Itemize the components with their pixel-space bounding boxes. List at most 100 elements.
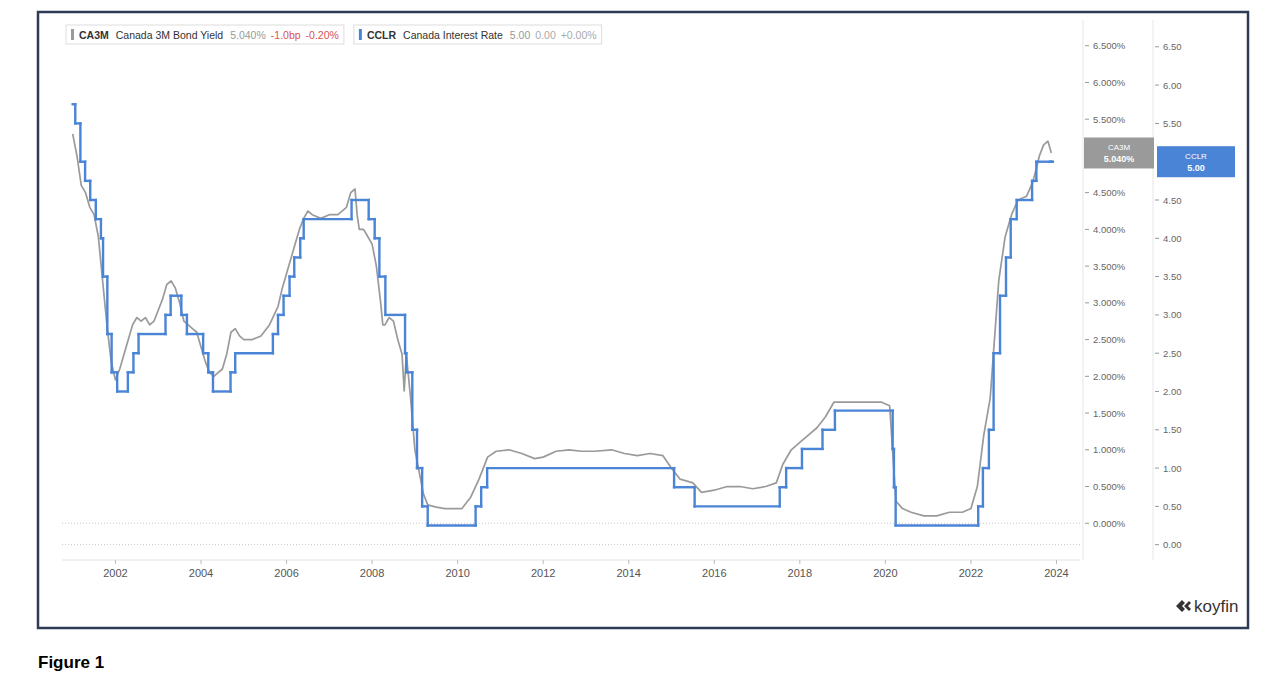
caption: Figure 1 <box>38 653 104 672</box>
step-riser <box>411 372 413 429</box>
y2-tick-label: 2.50 <box>1163 348 1182 359</box>
step-riser <box>982 468 984 506</box>
legend-swatch <box>359 29 362 40</box>
grid-line <box>62 544 1080 545</box>
step-riser <box>350 200 352 219</box>
x-tick-label: 2020 <box>873 567 897 579</box>
y-tick <box>1085 45 1089 46</box>
step-riser <box>1010 219 1012 257</box>
step-riser <box>180 296 182 315</box>
step-riser <box>893 449 895 487</box>
y-tick-label: 0.500% <box>1093 481 1126 492</box>
y-tick-label: 0.000% <box>1093 518 1126 529</box>
y-tick-label: 4.500% <box>1093 187 1126 198</box>
step-riser <box>164 315 166 334</box>
step-segment <box>117 390 128 392</box>
step-segment <box>1017 199 1032 201</box>
badge-box <box>1084 137 1154 168</box>
step-segment <box>487 467 674 469</box>
step-riser <box>89 181 91 200</box>
badge-value: 5.00 <box>1187 163 1205 173</box>
step-segment <box>674 486 695 488</box>
x-tick-label: 2012 <box>531 567 555 579</box>
step-segment <box>428 524 476 526</box>
last-value-badge: CA3M 5.040% <box>1084 137 1154 168</box>
legend-last-label: 5.00 <box>510 29 531 41</box>
step-riser <box>293 257 295 276</box>
step-riser <box>801 449 803 468</box>
step-segment <box>352 199 369 201</box>
last-value-badge: CCLR 5.00 <box>1157 146 1235 177</box>
step-segment <box>802 448 823 450</box>
step-riser <box>486 468 488 487</box>
y-tick-label: 6.500% <box>1093 40 1126 51</box>
step-riser <box>999 296 1001 353</box>
y-tick-label: 6.000% <box>1093 77 1126 88</box>
x-tick <box>885 560 886 564</box>
step-riser <box>137 334 139 353</box>
chart: 2002200420062008201020122014201620182020… <box>0 0 1288 694</box>
legend-box <box>66 25 344 44</box>
plot-area <box>73 104 1053 525</box>
y-tick-label: 4.000% <box>1093 224 1126 235</box>
x-tick <box>543 560 544 564</box>
y2-tick-label: 1.00 <box>1163 463 1182 474</box>
step-segment <box>187 333 203 335</box>
step-segment <box>304 218 352 220</box>
y2-tick-label: 0.50 <box>1163 501 1182 512</box>
y2-tick-label: 3.50 <box>1163 271 1182 282</box>
x-tick-label: 2024 <box>1044 567 1068 579</box>
legend-name: Canada 3M Bond Yield <box>116 29 224 41</box>
badge-value: 5.040% <box>1104 154 1135 164</box>
y-tick-label: 2.000% <box>1093 371 1126 382</box>
step-segment <box>235 352 273 354</box>
y-tick-label: 1.500% <box>1093 408 1126 419</box>
step-riser <box>384 277 386 315</box>
step-riser <box>1005 257 1007 295</box>
step-segment <box>139 333 166 335</box>
legend-entry: CA3MCanada 3M Bond Yield5.040%-1.0bp-0.2… <box>66 25 344 44</box>
step-riser <box>404 315 406 353</box>
step-riser <box>277 315 279 334</box>
step-riser <box>127 372 129 391</box>
y-tick <box>1085 192 1089 193</box>
step-riser <box>102 238 104 276</box>
x-tick <box>970 560 971 564</box>
step-riser <box>421 468 423 506</box>
step-riser <box>186 315 188 334</box>
x-tick-label: 2010 <box>445 567 469 579</box>
watermark: koyfin <box>1176 597 1238 616</box>
x-tick <box>799 560 800 564</box>
legend-name: Canada Interest Rate <box>403 29 503 41</box>
x-tick <box>714 560 715 564</box>
y-tick <box>1085 339 1089 340</box>
x-tick-label: 2008 <box>360 567 384 579</box>
step-riser <box>1031 181 1033 200</box>
step-segment <box>385 314 405 316</box>
y-tick <box>1085 302 1089 303</box>
step-riser <box>106 277 108 334</box>
x-tick <box>286 560 287 564</box>
badge-ticker: CA3M <box>1108 143 1131 152</box>
step-riser <box>1015 200 1017 219</box>
y2-tick <box>1155 85 1159 86</box>
y2-axis-line <box>1153 20 1154 560</box>
x-tick <box>1056 560 1057 564</box>
y-tick <box>1085 82 1089 83</box>
legend-ticker: CA3M <box>79 29 109 41</box>
step-riser <box>988 430 990 468</box>
y2-tick-label: 1.50 <box>1163 424 1182 435</box>
x-tick-label: 2022 <box>959 567 983 579</box>
y2-tick-label: 6.00 <box>1163 80 1182 91</box>
y-tick <box>1085 266 1089 267</box>
step-riser <box>373 219 375 238</box>
y-tick-label: 3.000% <box>1093 297 1126 308</box>
step-segment <box>896 524 979 526</box>
y-tick <box>1085 119 1089 120</box>
step-riser <box>100 219 102 238</box>
x-tick-label: 2016 <box>702 567 726 579</box>
badge-ticker: CCLR <box>1185 152 1207 161</box>
step-riser <box>427 506 429 525</box>
y2-tick-label: 2.00 <box>1163 386 1182 397</box>
x-axis-line <box>62 560 1080 561</box>
